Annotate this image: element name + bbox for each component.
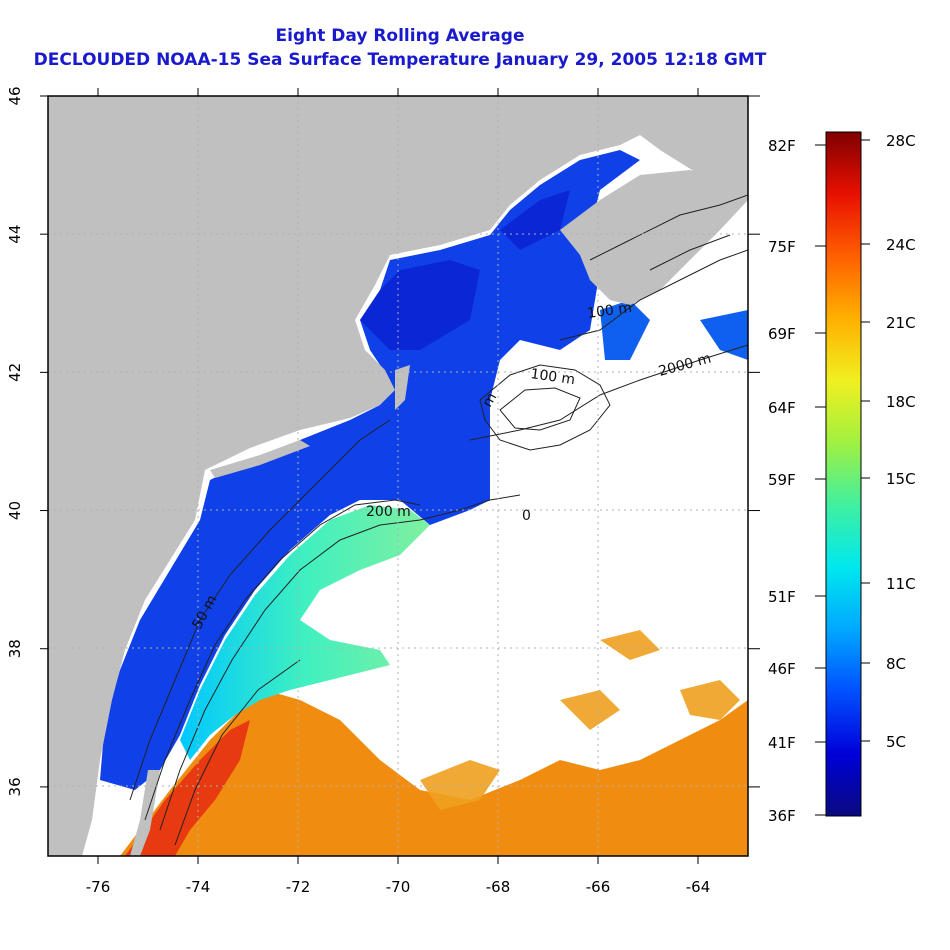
fahrenheit-scale: 82F 75F 69F 64F 59F 51F 46F 41F 36F	[768, 137, 826, 825]
colorbar	[825, 131, 862, 817]
y-tick-label: 38	[6, 639, 24, 658]
contour-label-0: 0	[522, 508, 531, 524]
us-mainland	[48, 96, 748, 856]
contour-label-100m-east: 100 m	[586, 300, 633, 322]
map-area: 50 m 100 m 200 m 2000 m 100 m m 0	[48, 96, 748, 856]
y-tick-label: 44	[6, 225, 24, 244]
fahrenheit-label: 64F	[768, 399, 796, 417]
contour-200m	[159, 494, 521, 831]
contour-georges-inner	[499, 387, 581, 431]
map-subtitle: DECLOUDED NOAA-15 Sea Surface Temperatur…	[33, 50, 767, 70]
fahrenheit-label: 69F	[768, 325, 796, 343]
fahrenheit-label: 82F	[768, 137, 796, 155]
celsius-scale: 28C 24C 21C 18C 15C 11C 8C 5C	[861, 132, 916, 751]
y-axis: 36 38 40 42 44 46	[6, 86, 760, 796]
contour-50m	[129, 419, 391, 801]
gulf-stream-warm-water	[120, 690, 748, 856]
x-tick-label: -74	[186, 878, 211, 896]
x-tick-label: -70	[386, 878, 411, 896]
x-tick-label: -64	[686, 878, 711, 896]
fahrenheit-label: 59F	[768, 471, 796, 489]
x-axis: -76 -74 -72 -70 -68 -66 -64	[86, 88, 711, 896]
y-tick-label: 42	[6, 363, 24, 382]
x-tick-label: -68	[486, 878, 511, 896]
y-tick-label: 36	[6, 777, 24, 796]
map-grid	[48, 96, 748, 856]
slope-water-cyan	[180, 505, 430, 760]
contour-georges-bank	[479, 364, 611, 451]
hot-core	[125, 720, 250, 856]
celsius-label: 11C	[886, 575, 916, 593]
contour-label-200m: 200 m	[366, 504, 411, 520]
x-tick-label: -76	[86, 878, 111, 896]
cape-cod	[395, 365, 410, 410]
fahrenheit-label: 51F	[768, 588, 796, 606]
fahrenheit-label: 36F	[768, 807, 796, 825]
eastern-blue-patch	[600, 300, 748, 360]
fahrenheit-label: 41F	[768, 734, 796, 752]
celsius-label: 18C	[886, 393, 916, 411]
long-island	[210, 440, 310, 478]
shelf-water-dark	[360, 190, 570, 350]
contour-2000m	[174, 344, 748, 846]
celsius-label: 8C	[886, 655, 906, 673]
map-title: Eight Day Rolling Average	[275, 26, 525, 46]
celsius-label: 15C	[886, 470, 916, 488]
x-tick-label: -72	[286, 878, 311, 896]
contour-scotian	[559, 194, 748, 341]
contour-100m-shelf	[144, 499, 421, 821]
warm-patches	[420, 630, 740, 810]
celsius-label: 21C	[886, 314, 916, 332]
celsius-label: 5C	[886, 733, 906, 751]
celsius-label: 24C	[886, 236, 916, 254]
fahrenheit-label: 75F	[768, 238, 796, 256]
nova-scotia	[560, 170, 748, 305]
x-tick-label: -66	[586, 878, 611, 896]
fahrenheit-label: 46F	[768, 660, 796, 678]
bathymetry-contours	[129, 194, 748, 846]
celsius-label: 28C	[886, 132, 916, 150]
y-tick-label: 46	[6, 86, 24, 105]
y-tick-label: 40	[6, 501, 24, 520]
contour-label-100m-georges: 100 m	[529, 366, 576, 388]
shelf-water-blue	[100, 150, 640, 790]
outer-banks	[130, 770, 160, 856]
